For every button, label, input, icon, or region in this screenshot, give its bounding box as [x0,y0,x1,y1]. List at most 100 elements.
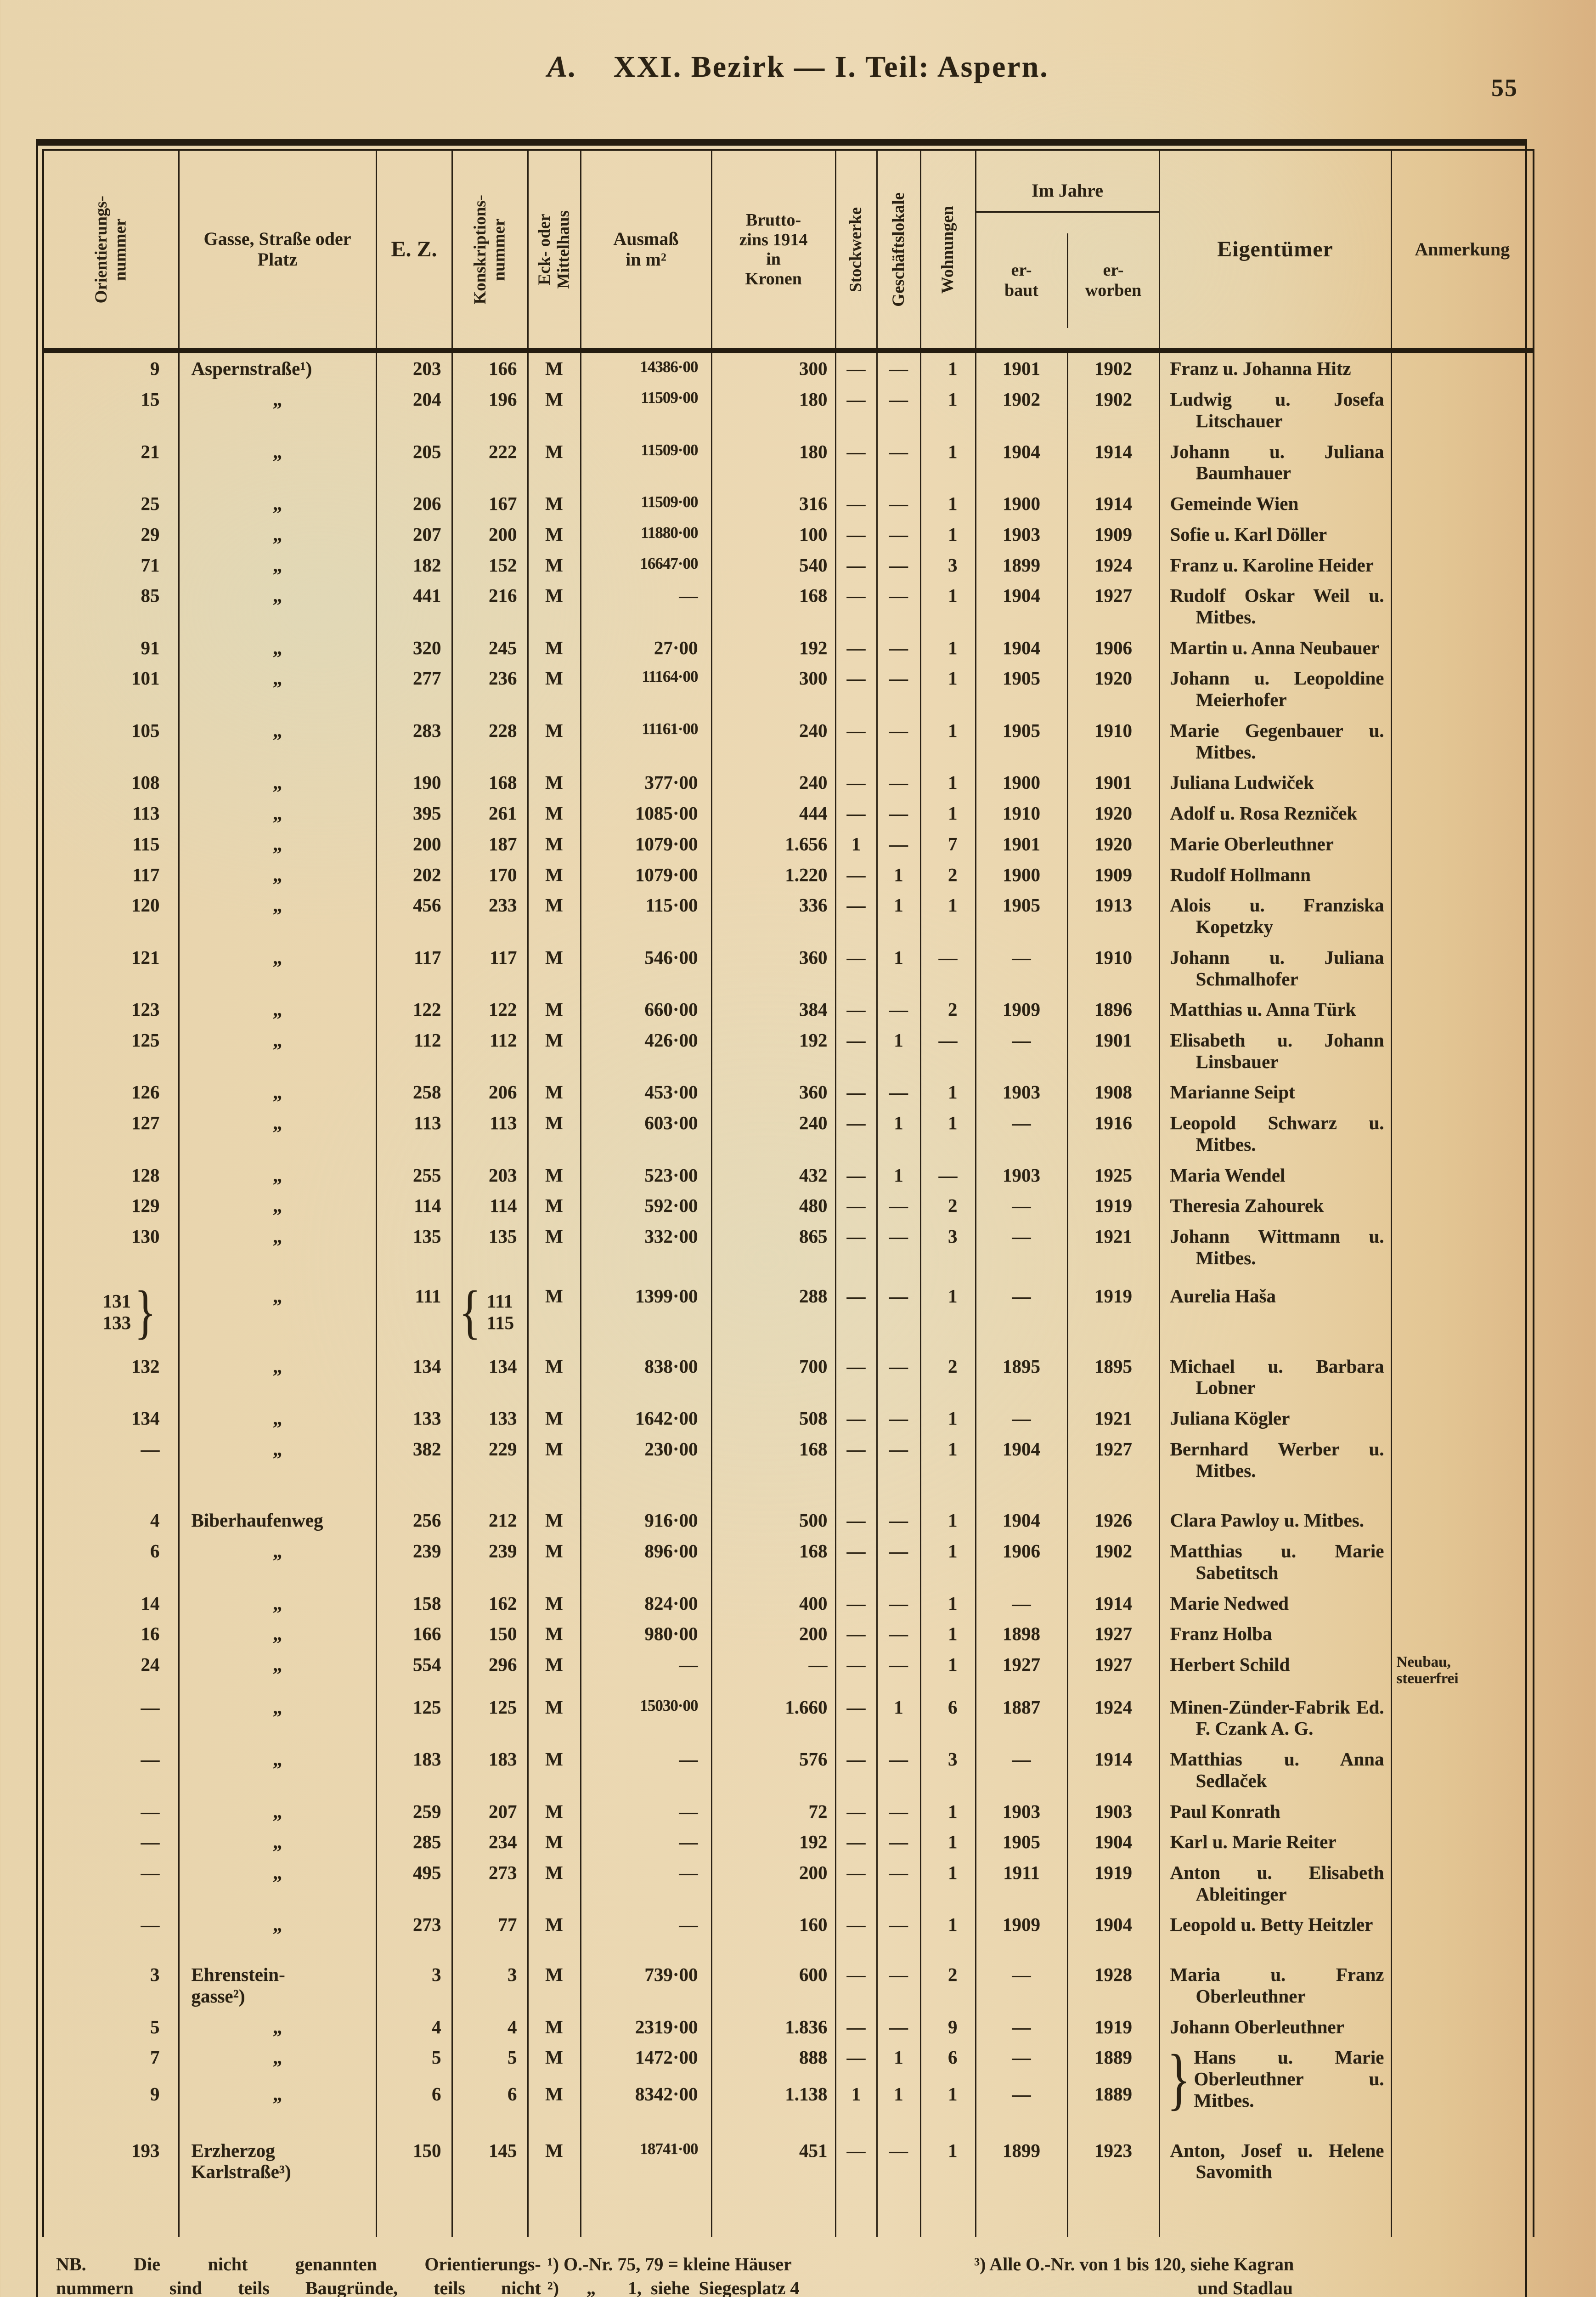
cell-anmerkung [1390,1857,1534,1910]
cell-anmerkung [1390,632,1534,663]
empty-cell [975,2187,1067,2237]
cell-ez: 285 [375,1827,452,1857]
cell-erbaut: — [975,1025,1067,1077]
cell-anmerkung [1390,1273,1534,1351]
cell-anmerkung [1390,1796,1534,1827]
cell-wohnungen: 1 [919,798,976,829]
cell-erworben: 1921 [1066,1403,1159,1434]
cell-erbaut: 1903 [975,1160,1067,1191]
cell-eigentuemer: Paul Konrath [1158,1796,1391,1827]
cell-stockwerke: — [835,890,877,942]
cell-wohnungen: 9 [919,2011,976,2042]
cell-erworben: 1925 [1066,1160,1159,1191]
cell-erbaut: — [975,1221,1067,1273]
cell-gasse-strasse: „ [178,1536,376,1588]
cell-eigentuemer: Minen-Zünder-Fabrik Ed. F. Czank A. G. [1158,1692,1391,1744]
cell-orientierungsnummer: 193 [131,2139,160,2161]
page-number: 55 [1491,74,1518,102]
cell-anmerkung [1390,890,1534,942]
cell-bruttozins: 500 [711,1486,835,1536]
cell-wohnungen: 1 [919,715,976,768]
cell-ez: 382 [375,1433,452,1486]
cell-eck-mittelhaus: M [527,663,581,715]
cell-bruttozins: — [711,1649,835,1692]
cell-gasse-strasse: „ [178,1351,376,1403]
cell-eigentuemer: Franz Holba [1158,1618,1391,1649]
cell-gasse-strasse: „ [178,632,376,663]
cell-konskriptionsnummer: 166 [451,351,528,385]
cell-erbaut: 1903 [975,1796,1067,1827]
cell-wohnungen: 1 [919,1649,976,1692]
cell-eck-mittelhaus: M [527,1108,581,1160]
cell-stockwerke: — [835,663,877,715]
cell-eigentuemer: Maria Wendel [1158,1160,1391,1191]
cell-ausmass: 426·00 [580,1025,711,1077]
cell-anmerkung [1390,1827,1534,1857]
cell-anmerkung [1390,1909,1534,1941]
cell-ez: 112 [375,1025,452,1077]
cell-wohnungen: 1 [919,663,976,715]
cell-wohnungen: 2 [919,994,976,1025]
cell-geschaeftslokale: — [876,1190,920,1222]
cell-bruttozins: 360 [711,1077,835,1108]
cell-anmerkung [1390,488,1534,519]
cell-erbaut: 1904 [975,632,1067,663]
cell-ez: 125 [375,1692,452,1744]
cell-bruttozins: 72 [711,1796,835,1827]
cell-stockwerke: 1 [835,2079,877,2116]
table-row: 123 „ 122 122 M 660·00 384— —2 1909 1896 Matthias … [43,994,1534,1025]
cell-wohnungen: 3 [919,1221,976,1273]
cell-gasse-strasse: „ [178,1588,376,1619]
cell-erbaut: — [975,1940,1067,2012]
cell-eigentuemer: Marie Gegenbauer u. Mitbes. [1158,715,1391,768]
cell-bruttozins: 400 [711,1588,835,1619]
cell-stockwerke: — [835,1077,877,1108]
cell-eigentuemer: Johann Wittmann u. Mitbes. [1158,1221,1391,1273]
cell-konskriptionsnummer: 187 [451,828,528,860]
cell-wohnungen: 3 [919,1744,976,1796]
cell-erbaut: 1895 [975,1351,1067,1403]
cell-konskriptionsnummer: 196 [451,384,528,436]
cell-eck-mittelhaus: M [527,519,581,550]
cell-erbaut: 1909 [975,994,1067,1025]
cell-erworben: 1919 [1066,2011,1159,2042]
cell-anmerkung [1390,351,1534,385]
cell-erbaut: — [975,2079,1067,2116]
empty-spacer-row [43,2187,1534,2237]
cell-gasse-strasse: „ [178,663,376,715]
table-row: — „ 273 77 M —160— —1 1909 1904 Leopold u. Betty … [43,1909,1534,1941]
cell-stockwerke: — [835,1827,877,1857]
cell-gasse-strasse: „ [178,488,376,519]
cell-anmerkung [1390,1618,1534,1649]
cell-eck-mittelhaus: M [527,1221,581,1273]
cell-eck-mittelhaus: M [527,1857,581,1910]
cell-eigentuemer: Elisabeth u. Johann Linsbauer [1158,1025,1391,1077]
table-row: — „ 259 207 M —72— —1 1903 1903 Paul Konrath [43,1796,1534,1827]
cell-gasse-strasse: „ [178,1403,376,1434]
cell-stockwerke: — [835,1940,877,2012]
cell-ez: 182 [375,549,452,581]
cell-erworben: 1895 [1066,1351,1159,1403]
cell-anmerkung [1390,1077,1534,1108]
cell-erbaut: — [975,2011,1067,2042]
cell-eigentuemer: Johann u. Leopoldine Meierhofer [1158,663,1391,715]
cell-gasse-strasse: „ [178,1692,376,1744]
cell-erbaut: 1900 [975,488,1067,519]
cell-konskriptionsnummer: 273 [451,1857,528,1910]
cell-stockwerke: — [835,1909,877,1941]
cell-anmerkung [1390,663,1534,715]
empty-cell [527,2187,581,2237]
cell-orientierungsnummer: 121 [131,946,160,968]
cell-geschaeftslokale: — [876,632,920,663]
cell-ez: 273 [375,1909,452,1941]
cell-gasse-strasse: „ [178,1857,376,1910]
cell-erworben: 1927 [1066,1618,1159,1649]
cell-konskriptionsnummer: 113 [451,1108,528,1160]
cell-ez: 441 [375,580,452,633]
column-header-wohnungen: Wohnungen [919,150,976,354]
cell-ausmass: 546·00 [580,942,711,995]
cell-orientierungsnummer: 123 [131,999,160,1020]
cell-ausmass: 660·00 [580,994,711,1025]
cell-geschaeftslokale: — [876,1618,920,1649]
cell-orientierungsnummer: 25 [141,493,160,515]
